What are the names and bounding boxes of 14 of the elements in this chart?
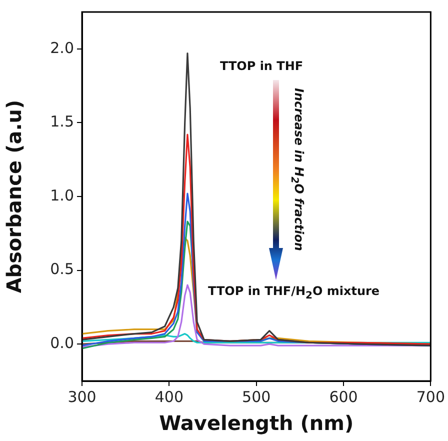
y-tick-label: 1.5 [50, 112, 74, 131]
y-axis-title: Absorbance (a.u) [2, 100, 26, 294]
x-tick-label: 600 [329, 388, 358, 406]
annotation: TTOP in THF [220, 59, 304, 73]
annotation: TTOP in THF/H$_{2}$O mixture [208, 284, 380, 302]
y-tick-label: 0.0 [50, 334, 74, 352]
x-axis-title: Wavelength (nm) [159, 411, 354, 436]
y-tick-label: 2.0 [50, 38, 74, 57]
y-tick-label: 0.5 [50, 260, 74, 278]
x-tick-label: 500 [242, 388, 271, 406]
x-tick-label: 700 [416, 388, 446, 406]
x-tick-label: 400 [154, 388, 184, 406]
x-tick-label: 300 [68, 388, 96, 406]
y-tick-label: 1.0 [50, 186, 74, 204]
